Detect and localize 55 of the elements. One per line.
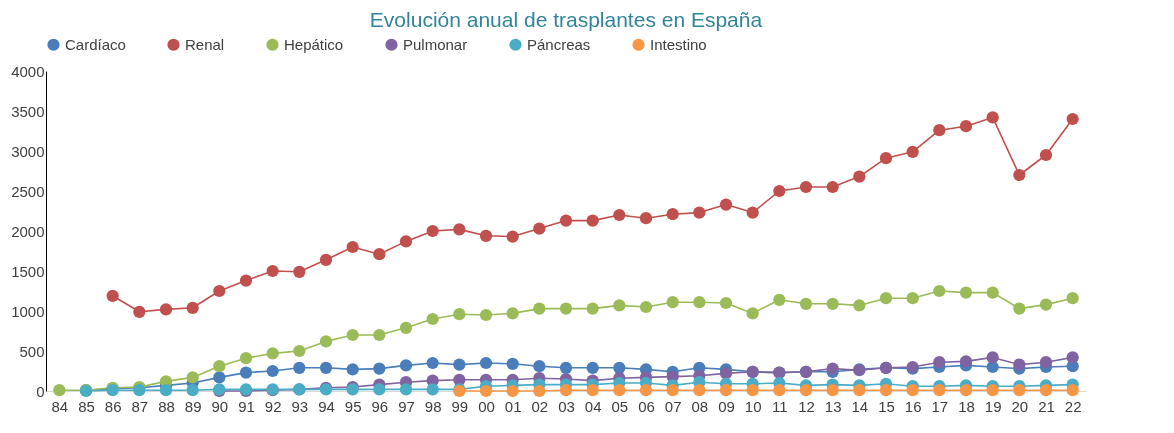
x-tick-label: 87 — [131, 397, 149, 415]
y-tick-label: 500 — [19, 342, 45, 360]
y-tick-label: 1000 — [11, 302, 45, 320]
y-tick-label: 1500 — [11, 262, 45, 280]
x-tick-label: 04 — [584, 397, 602, 415]
legend-label: Hepático — [284, 35, 344, 53]
x-tick-label: 89 — [184, 397, 202, 415]
x-tick-label: 91 — [238, 397, 255, 415]
x-tick-label: 10 — [744, 397, 762, 415]
x-tick-label: 11 — [772, 397, 788, 415]
x-tick-label: 06 — [638, 397, 655, 415]
legend-label: Intestino — [650, 35, 707, 53]
x-tick-label: 95 — [344, 397, 362, 415]
x-tick-label: 01 — [504, 397, 522, 415]
x-tick-label: 85 — [78, 397, 95, 415]
x-tick-label: 94 — [318, 397, 335, 415]
y-tick-label: 3500 — [11, 102, 45, 120]
x-tick-label: 05 — [611, 397, 629, 415]
x-tick-label: 09 — [718, 397, 735, 415]
x-tick-label: 14 — [851, 397, 869, 415]
x-tick-label: 92 — [264, 397, 282, 415]
x-tick-label: 97 — [398, 397, 415, 415]
x-tick-label: 90 — [211, 397, 229, 415]
x-tick-label: 22 — [1064, 397, 1082, 415]
x-tick-label: 03 — [558, 397, 575, 415]
legend-label: Pulmonar — [403, 35, 468, 53]
x-tick-label: 00 — [478, 397, 495, 415]
y-tick-label: 0 — [36, 382, 45, 400]
legend-label: Renal — [185, 35, 225, 53]
x-tick-label: 18 — [958, 397, 975, 415]
x-tick-label: 88 — [158, 397, 175, 415]
legend-label: Cardíaco — [65, 35, 126, 53]
x-tick-label: 16 — [904, 397, 922, 415]
legend-label: Páncreas — [527, 35, 591, 53]
x-tick-label: 86 — [104, 397, 122, 415]
x-tick-label: 13 — [824, 397, 842, 415]
y-tick-label: 2000 — [11, 222, 45, 240]
x-tick-label: 99 — [451, 397, 469, 415]
x-tick-label: 98 — [424, 397, 442, 415]
y-tick-label: 4000 — [11, 62, 45, 80]
x-tick-label: 08 — [691, 397, 709, 415]
y-tick-label: 2500 — [11, 182, 45, 200]
x-tick-label: 07 — [664, 397, 682, 415]
x-tick-label: 02 — [531, 397, 549, 415]
x-tick-label: 84 — [51, 397, 69, 415]
x-tick-label: 19 — [984, 397, 1002, 415]
chart-title: Evolución anual de trasplantes en España — [369, 8, 763, 31]
x-tick-label: 20 — [1011, 397, 1029, 415]
y-tick-label: 3000 — [11, 142, 45, 160]
x-tick-label: 21 — [1038, 397, 1055, 415]
x-tick-label: 15 — [878, 397, 895, 415]
x-tick-label: 93 — [291, 397, 309, 415]
x-tick-label: 17 — [931, 397, 949, 415]
x-tick-label: 12 — [798, 397, 815, 415]
x-tick-label: 96 — [371, 397, 389, 415]
